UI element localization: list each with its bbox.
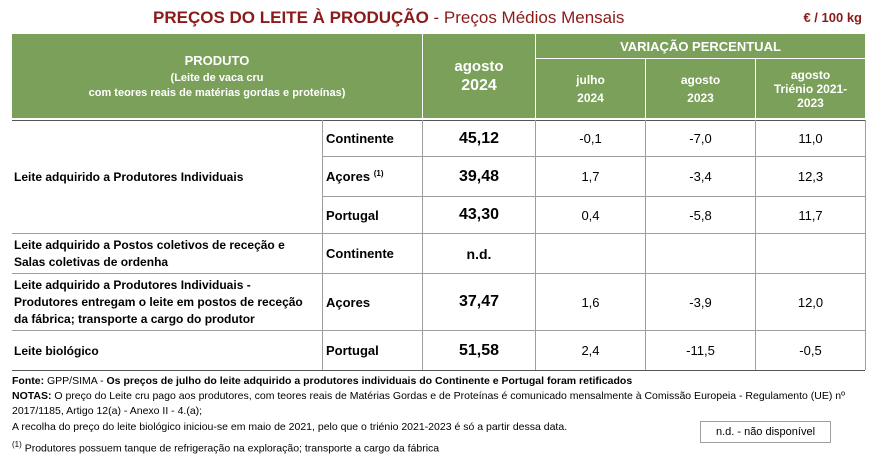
notes-text: O preço do Leite cru pago aos produtores… (54, 390, 845, 402)
variation-cell: -5,8 (689, 207, 712, 223)
page-title: PREÇOS DO LEITE À PRODUÇÃO - Preços Médi… (153, 8, 624, 28)
header-col-agosto: agosto 2023 (646, 59, 755, 118)
variation-cell: 1,7 (581, 169, 600, 184)
notes-cont: 2017/1185, Artigo 12(a) - Anexo II - 4.(… (12, 405, 203, 417)
rule (12, 233, 865, 234)
source-name: GPP/SIMA - (47, 375, 107, 387)
price-cell: 43,30 (458, 206, 500, 223)
footnote-ref: (1) (373, 169, 384, 178)
product-label: Leite adquirido a Postos coletivos de re… (14, 237, 285, 269)
col-divider (322, 120, 323, 370)
region-cell: Açores (326, 294, 371, 310)
source-label: Fonte: (12, 375, 47, 387)
note-organic: A recolha do preço do leite biológico in… (12, 421, 568, 433)
product-label: Leite biológico (14, 343, 99, 358)
footnote-1-marker: (1) (12, 440, 22, 449)
price-cell: n.d. (466, 245, 492, 262)
variation-cell: -3,4 (689, 169, 712, 184)
rule (12, 330, 865, 331)
variation-cell: 0,4 (581, 207, 600, 223)
source-note: Fonte: GPP/SIMA - Os preços de julho do … (12, 375, 632, 388)
title-sub: - Preços Médios Mensais (428, 8, 625, 27)
title-main: PREÇOS DO LEITE À PRODUÇÃO (153, 8, 429, 27)
variation-cell: 2,4 (581, 343, 600, 358)
header-produto-title: PRODUTO (184, 53, 250, 68)
header-col2-a: agosto (680, 72, 721, 87)
rule (322, 196, 865, 197)
col-divider (645, 120, 646, 370)
header-col3-b: Triénio 2021- (773, 81, 848, 96)
notes: NOTAS: O preço do Leite cru pago aos pro… (12, 390, 862, 403)
price-cell: 51,58 (458, 341, 500, 359)
header-variacao: VARIAÇÃO PERCENTUAL (536, 34, 865, 58)
col-divider (535, 120, 536, 370)
variation-cell: -11,5 (686, 343, 715, 358)
variation-cell: 1,6 (581, 294, 600, 310)
header-produto: PRODUTO (Leite de vaca cru com teores re… (12, 34, 422, 118)
variation-cell: -0,5 (799, 343, 822, 358)
variation-cell: 11,7 (798, 207, 823, 223)
product-label: Leite adquirido a Produtores Individuais (14, 170, 244, 184)
rule (322, 156, 865, 157)
notes-label: NOTAS: (12, 390, 55, 402)
region-cell: Portugal (326, 207, 379, 223)
unit-label: € / 100 kg (803, 10, 862, 25)
variation-cell: -0,1 (579, 131, 602, 146)
price-cell: 39,48 (458, 167, 500, 185)
footnote-1: (1) Produtores possuem tanque de refrige… (12, 438, 439, 456)
source-correction: Os preços de julho do leite adquirido a … (106, 375, 633, 387)
region-text: Açores (326, 169, 371, 184)
nd-legend: n.d. - não disponível (700, 421, 831, 443)
variation-cell: -7,0 (689, 131, 712, 146)
header-produto-sub2: com teores reais de matérias gordas e pr… (88, 87, 346, 99)
product-label: Leite adquirido a Produtores Individuais… (14, 277, 303, 326)
rule (12, 273, 865, 274)
header-col-julho: julho 2024 (536, 59, 645, 118)
region-cell: Portugal (326, 343, 379, 358)
header-col3-a: agosto (790, 67, 831, 82)
header-col2-b: 2023 (687, 90, 714, 105)
footnote-1-text: Produtores possuem tanque de refrigeraçã… (21, 442, 440, 455)
header-period: agosto 2024 (423, 34, 535, 118)
variation-cell: -3,9 (689, 294, 712, 310)
col-divider (422, 120, 423, 370)
header-col1-b: 2024 (577, 90, 604, 105)
col-divider (755, 120, 756, 370)
variation-cell: 12,3 (797, 169, 824, 184)
price-cell: 37,47 (458, 293, 500, 310)
region-cell: Açores (1) (326, 157, 422, 196)
header-col1-a: julho (576, 72, 605, 87)
header-col-trienio: agosto Triénio 2021- 2023 (756, 59, 865, 118)
header-col3-c: 2023 (797, 95, 824, 110)
variation-cell: 11,0 (798, 131, 823, 146)
table-bottom-rule (12, 370, 865, 371)
variation-cell: 12,0 (797, 294, 824, 310)
header-produto-sub1: (Leite de vaca cru (170, 72, 264, 84)
header-period-year: 2024 (461, 76, 497, 94)
col-divider (865, 120, 866, 370)
price-cell: 45,12 (458, 129, 500, 147)
table-top-rule (12, 120, 865, 121)
header-period-month: agosto (454, 57, 504, 75)
region-cell: Continente (326, 131, 394, 146)
region-cell: Continente (326, 246, 394, 261)
